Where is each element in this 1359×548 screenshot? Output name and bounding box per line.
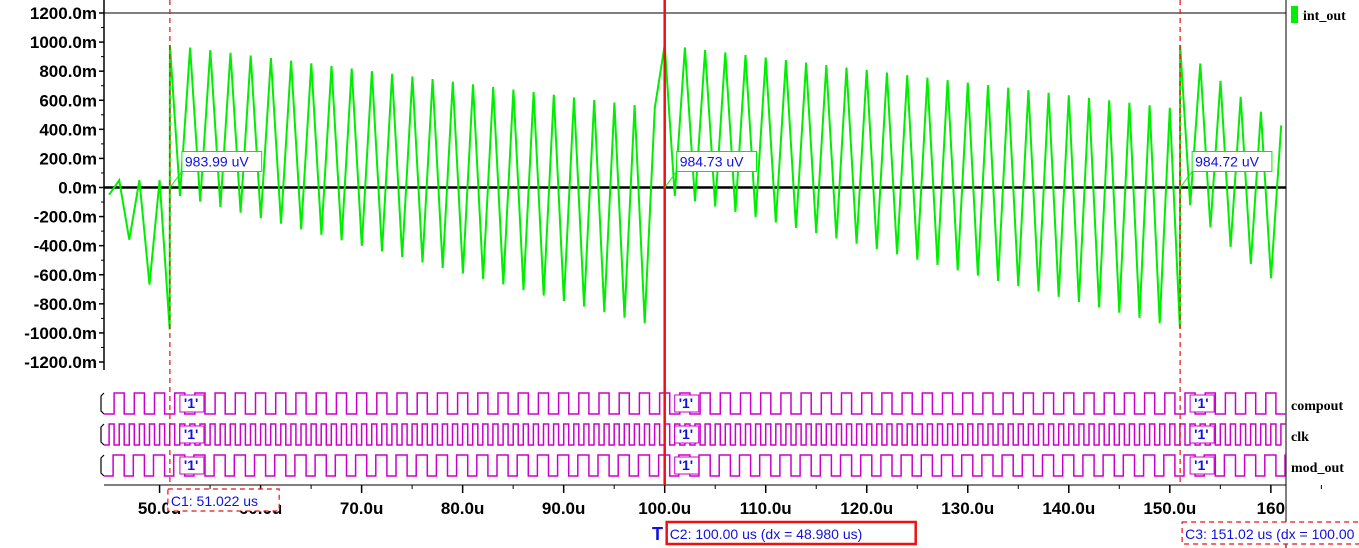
digital-value-label: '1' (679, 457, 693, 473)
digital-signal-compout: compout (100, 392, 1343, 415)
legend: int_out (1291, 6, 1346, 24)
x-tick-label: 140.0u (1042, 499, 1095, 518)
digital-value-box (1189, 456, 1215, 475)
y-tick-label: -1000.0m (24, 324, 97, 343)
digital-value-box (674, 425, 700, 444)
cursor-value-box (1191, 151, 1273, 172)
cursor-value-label: 983.99 uV (185, 154, 249, 170)
y-tick-label: 200.0m (39, 149, 97, 168)
legend-swatch (1291, 6, 1298, 23)
digital-value-box (179, 394, 205, 413)
trigger-marker: T (652, 524, 663, 544)
signal-name: mod_out (1291, 461, 1344, 476)
digital-value-label: '1' (184, 395, 198, 411)
y-tick-label: 1200.0m (30, 4, 97, 23)
cursor-time-label: C3: 151.02 us (dx = 100.00 us) (1185, 526, 1359, 542)
digital-value-box (179, 425, 205, 444)
int-out-series (108, 44, 1283, 330)
digital-value-label: '1' (1194, 395, 1208, 411)
digital-value-label: '1' (1194, 457, 1208, 473)
digital-value-label: '1' (679, 426, 693, 442)
cursor-value-leader (664, 171, 678, 188)
cursor-value-box (676, 151, 757, 172)
signal-name: clk (1291, 430, 1309, 445)
y-tick-label: 800.0m (39, 62, 97, 81)
x-axis: 50.0u60.0u70.0u80.0u90.0u100.0u110.0u120… (138, 485, 1322, 518)
x-tick-label: 100.0u (638, 499, 691, 518)
digital-value-box (179, 456, 205, 475)
digital-value-box (674, 394, 700, 413)
digital-value-box (674, 456, 700, 475)
y-tick-label: -600.0m (34, 266, 97, 285)
cursor-time-label: C1: 51.022 us (171, 493, 258, 509)
cursors[interactable]: 983.99 uV '1' '1' '1' C1: 51.022 us 984.73 uV… (167, 0, 1359, 546)
x-tick-label: 150.0u (1143, 499, 1196, 518)
y-tick-label: -200.0m (34, 208, 97, 227)
y-tick-label: 0.0m (58, 179, 97, 198)
y-tick-label: -400.0m (34, 237, 97, 256)
y-tick-label: 400.0m (39, 120, 97, 139)
series-line (108, 44, 1283, 330)
y-axis: 1200.0m 1000.0m 800.0m 600.0m 400.0m 200.0m 0.… (24, 4, 1286, 372)
digital-value-label: '1' (1194, 426, 1208, 442)
y-tick-label: 600.0m (39, 91, 97, 110)
cursor-time-label: C2: 100.00 us (dx = 48.980 us) (670, 526, 863, 542)
digital-trace (104, 392, 1286, 415)
cursor-value-label: 984.73 uV (680, 154, 744, 170)
y-tick-label: -800.0m (34, 295, 97, 314)
cursor-time-box (1181, 521, 1359, 545)
x-tick-label: 90.0u (542, 499, 585, 518)
cursor-time-box (665, 520, 917, 546)
x-tick-label: 130.0u (941, 499, 994, 518)
cursor-value-label: 984.72 uV (1195, 154, 1259, 170)
digital-value-box (1189, 425, 1215, 444)
digital-value-label: '1' (184, 426, 198, 442)
cursor-c2[interactable]: 984.73 uV '1' '1' '1' C2: 100.00 us (dx = 48… (663, 0, 917, 546)
x-tick-label: 80.0u (441, 499, 484, 518)
cursor-value-box (181, 151, 263, 172)
cursor-value-leader (169, 171, 183, 188)
cursor-c3[interactable]: 984.72 uV '1' '1' '1' C3: 151.02 us (dx = 10… (1179, 0, 1359, 545)
legend-label: int_out (1303, 9, 1346, 24)
row-bracket (100, 423, 105, 446)
signal-name: compout (1291, 399, 1343, 414)
y-tick-label: -1200.0m (24, 353, 97, 372)
cursor-value-leader (1179, 171, 1193, 188)
x-tick-label: 160 (1257, 499, 1285, 518)
x-tick-label: 70.0u (340, 499, 383, 518)
y-tick-label: 1000.0m (30, 33, 97, 52)
digital-value-label: '1' (679, 395, 693, 411)
x-tick-label: 120.0u (840, 499, 893, 518)
x-tick-label: 110.0u (740, 499, 792, 518)
digital-value-label: '1' (184, 457, 198, 473)
cursor-time-box (167, 488, 280, 512)
row-bracket (100, 454, 105, 477)
digital-value-box (1189, 394, 1215, 413)
row-bracket (100, 392, 105, 415)
cursor-c1[interactable]: 983.99 uV '1' '1' '1' C1: 51.022 us (167, 0, 280, 512)
